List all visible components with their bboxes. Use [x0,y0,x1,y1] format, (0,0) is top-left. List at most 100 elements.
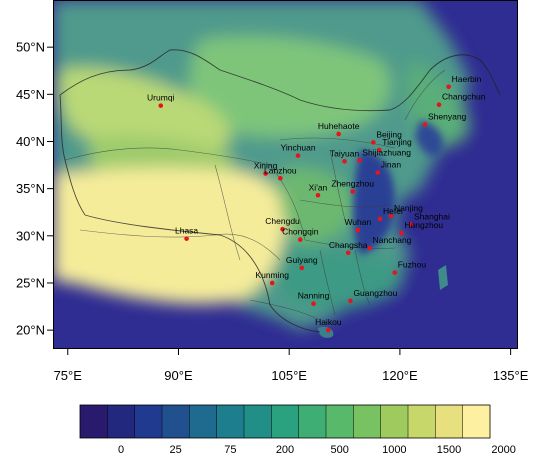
city-lanzhou: Lanzhou [264,165,297,181]
city-marker [350,189,355,194]
colorbar-swatch [134,405,163,438]
colorbar-swatch [353,405,381,438]
mongolia-plateau [189,36,391,137]
city-marker [376,147,382,153]
colorbar-swatch [244,405,272,438]
city-huhehaote: Huhehaote [318,121,360,137]
city-marker [446,84,451,90]
lat-tick-label: 45°N [16,87,45,102]
city-marker [422,122,428,127]
city-marker [371,140,376,145]
colorbar-label: 2000 [491,444,515,456]
city-zhengzhou: Zhengzhou [331,178,374,194]
city-marker [269,280,275,286]
city-wuhan: Wuhan [344,217,371,233]
city-label: Chengdu [265,216,300,226]
lat-tick-label: 50°N [16,40,45,55]
colorbar-label: 500 [330,444,348,456]
city-marker [399,230,404,236]
city-changsha: Changsha [329,240,368,256]
south-china-hills [275,248,401,311]
city-label: Lhasa [175,226,198,236]
city-label: Yinchuan [280,143,315,153]
city-label: Changchun [442,92,486,102]
city-chongqin: Chongqin [282,227,319,242]
city-markers-layer: Haerbin Changchun Urumqi Shenyang Huhehaote B… [147,74,486,333]
city-shijiazhuang: Shijiazhuang [357,147,411,163]
city-label: Wuhan [344,217,371,227]
city-nanchang: Nanchang [367,235,412,251]
colorbar-label: 1500 [437,444,461,456]
city-shenyang: Shenyang [422,112,467,127]
loess-plateau [279,166,355,245]
axis-ticks: 50°N 45°N 40°N 35°N 30°N 25°N 20°N 75°E 90°E 105°… [16,40,529,383]
city-label: Nanning [298,291,330,301]
city-marker [297,237,303,242]
north-china-plain [353,150,395,255]
colorbar-frame [79,404,491,439]
city-marker [357,158,362,163]
city-taiyuan: Taiyuan [330,148,360,164]
map-frame [53,0,518,349]
city-marker [388,213,394,219]
city-label: Haerbin [452,74,482,84]
city-hefei: Hefei [377,206,403,222]
city-label: Kunming [255,270,289,280]
city-label: Tianjing [382,137,412,147]
city-label: Lanzhou [264,165,297,175]
lat-tick-label: 25°N [16,275,45,290]
colorbar-swatch [271,405,299,438]
lat-tick-label: 40°N [16,134,45,149]
colorbar-swatch [80,405,108,438]
city-label: Beijing [376,129,402,139]
city-marker [280,226,285,232]
colorbar-label: 1000 [382,444,406,456]
city-label: Taiyuan [330,148,360,158]
city-hangzhou: Hangzhou [399,220,443,236]
city-lhasa: Lhasa [175,226,198,241]
city-xian: Xi'an [309,182,328,198]
city-kunming: Kunming [255,270,289,286]
lon-tick-label: 120°E [382,368,418,383]
city-label: Chongqin [282,227,319,237]
city-marker [278,175,283,181]
city-label: Shanghai [414,211,450,221]
city-marker [348,298,353,304]
colorbar-swatch [189,405,217,438]
city-marker [295,153,301,158]
city-label: Guangzhou [353,288,397,298]
city-urumqi: Urumqi [147,93,175,108]
lon-tick-label: 105°E [271,368,307,383]
city-label: Hefei [383,206,403,216]
city-marker [184,236,189,241]
city-label: Xi'an [309,182,328,192]
city-marker [342,158,347,164]
city-marker [375,170,381,175]
colorbar-swatch [162,405,190,438]
colorbar-swatch [326,405,354,438]
colorbar-swatch [462,405,491,438]
city-nanjing: Nanjing [388,203,423,219]
lon-tick-label: 90°E [164,368,193,383]
city-label: Urumqi [147,93,175,103]
city-marker [355,227,361,233]
city-marker [158,103,164,108]
tibetan-plateau [53,167,286,305]
city-marker [315,192,321,198]
map-panel [53,0,518,349]
city-nanning: Nanning [298,291,330,307]
city-marker [311,301,316,307]
national-border [59,49,501,333]
lon-tick-label: 135°E [493,368,529,383]
city-label: Fuzhou [398,260,427,270]
colorbar-swatch [107,405,135,438]
city-label: Nanchang [373,235,412,245]
colorbar-swatch [408,405,436,438]
colorbar-label: 25 [170,444,182,456]
city-marker [336,131,341,137]
city-marker [436,102,442,107]
lon-tick-label: 75°E [54,368,83,383]
city-marker [326,327,331,333]
taiwan-island [438,265,448,290]
